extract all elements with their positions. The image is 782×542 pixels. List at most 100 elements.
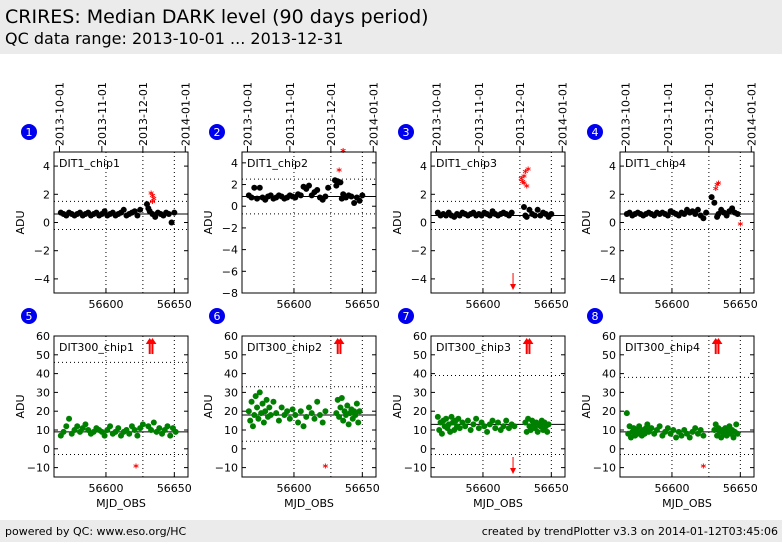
y-tick-label: −6	[222, 265, 238, 278]
out-of-range-arrow-head	[525, 338, 534, 344]
data-point	[462, 423, 469, 430]
panel-8: 8 * −10 0 10 20 30 40 50 60 56600 56650 DIT300_chip4…	[580, 308, 758, 510]
data-point	[150, 419, 157, 426]
y-tick-label: 20	[602, 405, 616, 418]
data-point	[703, 209, 710, 216]
outlier-point: *	[525, 164, 531, 177]
plot-frame	[430, 151, 566, 294]
data-point	[134, 212, 141, 219]
data-point	[470, 421, 477, 428]
data-point	[438, 430, 445, 437]
data-point	[254, 404, 261, 411]
y-tick-label: 40	[413, 368, 427, 381]
panel-label: DIT300_chip3	[436, 341, 511, 354]
data-point	[686, 434, 693, 441]
data-point	[311, 415, 318, 422]
data-point	[63, 423, 70, 430]
data-point	[355, 419, 362, 426]
y-tick-label: −4	[600, 273, 616, 286]
data-point	[275, 417, 282, 424]
data-point	[734, 211, 741, 218]
x-tick-label: 56650	[345, 298, 380, 311]
x-tick-label: 56600	[465, 298, 500, 311]
date-tick-label: 2014-01-01	[179, 82, 192, 146]
data-point	[348, 193, 355, 200]
x-tick-label: 56650	[157, 482, 192, 495]
plot-frame	[430, 335, 566, 478]
y-tick-label: 50	[224, 349, 238, 362]
y-tick-label: 4	[43, 160, 50, 173]
data-point	[648, 425, 655, 432]
data-point	[171, 209, 178, 216]
panel-label: DIT300_chip1	[59, 341, 134, 354]
date-tick-label: 2013-12-01	[703, 82, 716, 146]
y-tick-label: 60	[413, 330, 427, 343]
data-point	[314, 186, 321, 193]
y-tick-label: −4	[34, 273, 50, 286]
out-of-range-arrow-head	[510, 284, 517, 290]
data-point	[245, 408, 252, 415]
y-tick-label: 2	[43, 188, 50, 201]
data-point	[252, 393, 259, 400]
date-tick-label: 2014-01-01	[367, 82, 380, 146]
outlier-point: *	[521, 178, 527, 191]
y-tick-label: −10	[593, 462, 616, 475]
data-point	[131, 427, 138, 433]
panel-number-badge	[21, 308, 37, 324]
data-point	[500, 423, 507, 430]
y-tick-label: 40	[224, 368, 238, 381]
data-point	[670, 427, 677, 433]
x-tick-label: 56600	[88, 298, 123, 311]
y-tick-label: 0	[609, 443, 616, 456]
plot-frame	[619, 335, 755, 478]
y-tick-label: −4	[222, 244, 238, 257]
date-tick-label: 2014-01-01	[556, 82, 569, 146]
outlier-point: *	[737, 219, 743, 232]
y-tick-label: 10	[602, 424, 616, 437]
data-point	[356, 197, 363, 204]
y-tick-label: 10	[224, 424, 238, 437]
data-point	[248, 398, 255, 405]
data-point	[82, 421, 89, 428]
panel-7: 7 −10 0 10 20 30 40 50 60 56600 56650 DIT300_chip3 A…	[391, 308, 569, 510]
outlier-point: *	[521, 171, 527, 184]
y-axis-label: ADU	[202, 394, 215, 418]
panel-number-badge	[587, 308, 603, 324]
panel-label: DIT1_chip1	[59, 157, 120, 170]
y-tick-label: 0	[43, 443, 50, 456]
data-point	[295, 419, 302, 426]
data-point	[255, 415, 262, 422]
footer-credit: powered by QC: www.eso.org/HC	[5, 525, 187, 538]
x-tick-label: 56600	[654, 298, 689, 311]
data-point	[270, 398, 277, 405]
data-point	[164, 423, 171, 430]
date-tick-label: 2013-10-01	[619, 82, 632, 146]
panel-number-badge	[398, 124, 414, 140]
panel-number: 8	[592, 310, 599, 323]
outlier-point: *	[323, 462, 329, 475]
data-point	[623, 410, 630, 417]
y-tick-label: 0	[43, 217, 50, 230]
date-tick-label: 2013-10-01	[53, 82, 66, 146]
outlier-point: *	[701, 462, 707, 475]
data-point	[263, 396, 270, 403]
date-tick-label: 2013-12-01	[137, 82, 150, 146]
date-tick-label: 2013-11-01	[662, 82, 675, 146]
data-point	[523, 213, 530, 220]
data-point	[473, 415, 480, 422]
data-point	[711, 199, 718, 206]
x-axis-label: MJD_OBS	[473, 497, 523, 510]
plot-frame	[619, 151, 755, 294]
data-point	[694, 206, 701, 213]
data-point	[137, 206, 144, 213]
panel-number-badge	[587, 124, 603, 140]
data-point	[322, 408, 329, 415]
data-point	[730, 434, 737, 441]
data-point	[338, 395, 345, 402]
data-point	[325, 184, 332, 191]
panel-number: 6	[214, 310, 221, 323]
y-tick-label: −10	[215, 462, 238, 475]
panel-number: 3	[403, 126, 410, 139]
data-point	[256, 389, 263, 396]
data-point	[156, 425, 163, 432]
